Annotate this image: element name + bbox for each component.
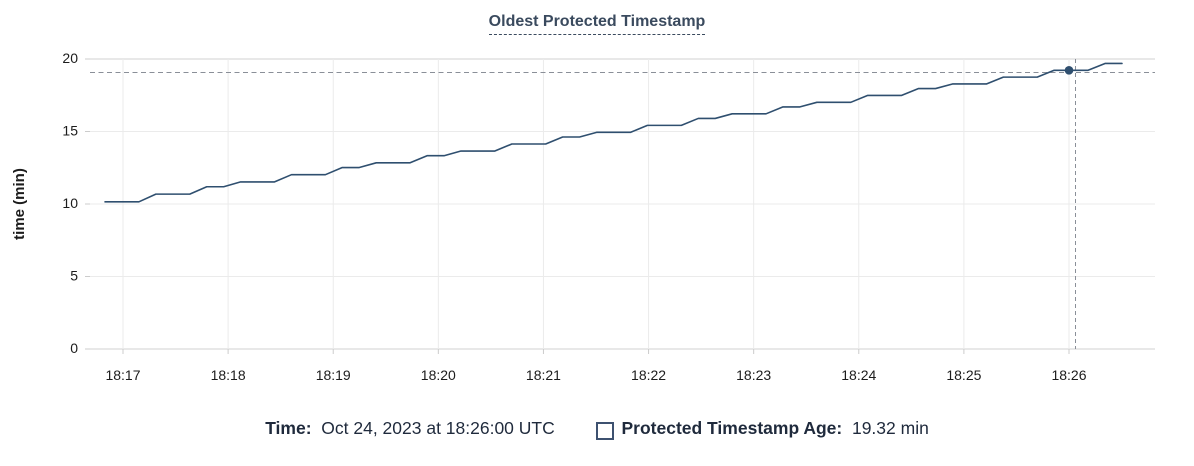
svg-text:18:20: 18:20	[421, 367, 456, 383]
svg-text:18:22: 18:22	[631, 367, 666, 383]
svg-text:18:24: 18:24	[841, 367, 876, 383]
svg-text:5: 5	[70, 268, 78, 284]
svg-text:18:26: 18:26	[1051, 367, 1086, 383]
svg-text:time (min): time (min)	[11, 168, 28, 240]
svg-text:20: 20	[62, 50, 78, 66]
svg-text:18:17: 18:17	[105, 367, 140, 383]
svg-text:18:21: 18:21	[526, 367, 561, 383]
svg-text:18:19: 18:19	[316, 367, 351, 383]
svg-text:10: 10	[62, 195, 78, 211]
svg-text:18:25: 18:25	[946, 367, 981, 383]
svg-text:18:23: 18:23	[736, 367, 771, 383]
svg-text:0: 0	[70, 340, 78, 356]
svg-text:18:18: 18:18	[211, 367, 246, 383]
svg-text:15: 15	[62, 123, 78, 139]
